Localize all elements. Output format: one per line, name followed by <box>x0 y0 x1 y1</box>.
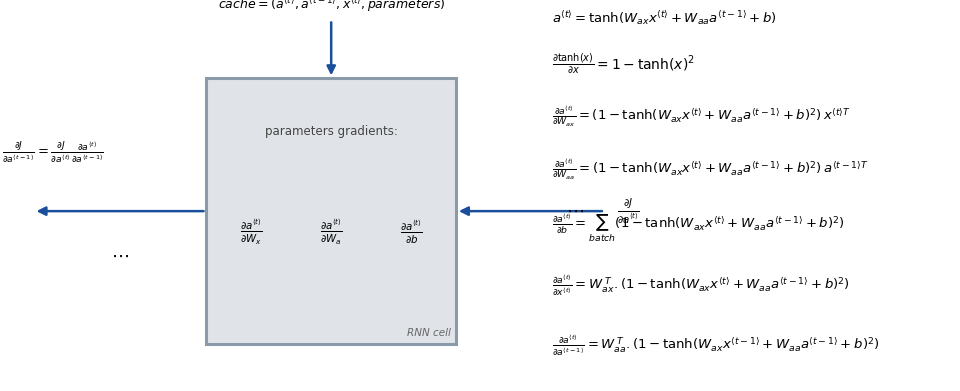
Text: $\frac{\partial a^{\langle t \rangle}}{\partial W_{a}}$: $\frac{\partial a^{\langle t \rangle}}{\… <box>320 218 343 247</box>
Text: $\frac{\partial a^{\langle t \rangle}}{\partial a^{\langle t-1 \rangle}} = W_{aa: $\frac{\partial a^{\langle t \rangle}}{\… <box>552 334 879 359</box>
Text: $\cdots$: $\cdots$ <box>111 248 129 265</box>
Text: $\it{cache} = (a^{\langle t \rangle},a^{\langle t-1 \rangle},x^{\langle t \rangl: $\it{cache} = (a^{\langle t \rangle},a^{… <box>218 0 444 14</box>
Text: RNN cell: RNN cell <box>407 328 451 338</box>
Text: $a^{\langle t \rangle} = \tanh(W_{ax}x^{\langle t \rangle} + W_{aa}a^{\langle t-: $a^{\langle t \rangle} = \tanh(W_{ax}x^{… <box>552 9 777 27</box>
Text: $\cdots$: $\cdots$ <box>566 202 585 220</box>
Text: $\frac{\partial a^{\langle t \rangle}}{\partial b}$: $\frac{\partial a^{\langle t \rangle}}{\… <box>399 219 422 246</box>
Text: $\frac{\partial J}{\partial a^{\langle t \rangle}}$: $\frac{\partial J}{\partial a^{\langle t… <box>617 196 640 226</box>
Text: parameters gradients:: parameters gradients: <box>265 125 397 138</box>
Text: $\frac{\partial \tanh(x)}{\partial x} = 1 - \tanh(x)^2$: $\frac{\partial \tanh(x)}{\partial x} = … <box>552 52 695 77</box>
Text: $\frac{\partial a^{\langle t \rangle}}{\partial W_{aa}} = (1 - \tanh(W_{ax}x^{\l: $\frac{\partial a^{\langle t \rangle}}{\… <box>552 158 869 182</box>
Bar <box>206 78 456 344</box>
Text: $\frac{\partial a^{\langle t \rangle}}{\partial W_{ax}} = (1 - \tanh(W_{ax}x^{\l: $\frac{\partial a^{\langle t \rangle}}{\… <box>552 105 851 129</box>
Text: $\frac{\partial a^{\langle t \rangle}}{\partial x^{\langle t \rangle}} = W_{ax}^: $\frac{\partial a^{\langle t \rangle}}{\… <box>552 273 850 298</box>
Text: $\frac{\partial a^{\langle t \rangle}}{\partial W_{x}}$: $\frac{\partial a^{\langle t \rangle}}{\… <box>240 218 263 247</box>
Text: $\frac{\partial J}{\partial a^{\langle t-1 \rangle}} = \frac{\partial J}{\partia: $\frac{\partial J}{\partial a^{\langle t… <box>2 140 104 166</box>
Text: $\frac{\partial a^{\langle t \rangle}}{\partial b} = \sum_{batch}(1 - \tanh(W_{a: $\frac{\partial a^{\langle t \rangle}}{\… <box>552 213 845 244</box>
